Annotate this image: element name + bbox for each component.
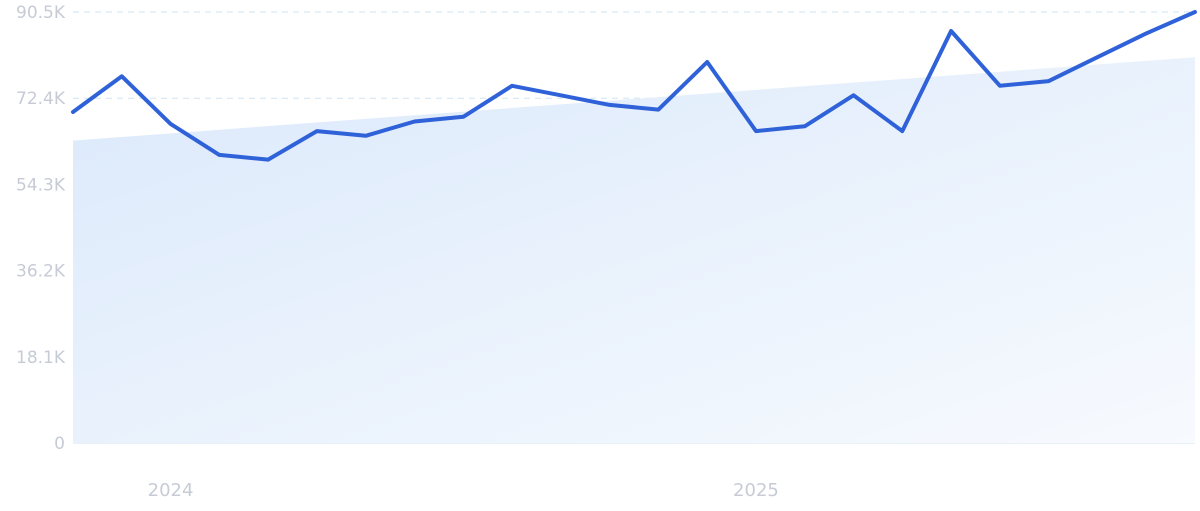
line-layer bbox=[71, 10, 1197, 162]
y-tick-label: 54.3K bbox=[16, 175, 66, 195]
x-tick-label: 2024 bbox=[148, 480, 194, 501]
y-tick-label: 18.1K bbox=[16, 348, 66, 368]
y-tick-label: 36.2K bbox=[16, 262, 66, 282]
y-axis-ticks: 0 18.1K 36.2K 54.3K 72.4K 90.5K bbox=[16, 3, 66, 454]
y-tick-label: 90.5K bbox=[16, 3, 66, 23]
x-tick-label: 2025 bbox=[733, 480, 779, 501]
y-tick-label: 72.4K bbox=[16, 89, 66, 109]
series-line-0 bbox=[71, 10, 1197, 162]
trend-area bbox=[73, 57, 1195, 443]
y-tick-label: 0 bbox=[54, 434, 65, 454]
x-axis-labels: 2024 2025 bbox=[148, 480, 779, 501]
